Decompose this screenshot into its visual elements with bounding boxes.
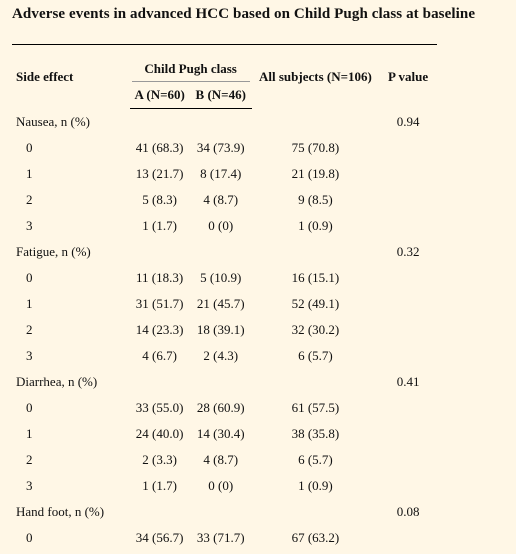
class-a-value: 1 (1.7) xyxy=(142,478,177,493)
class-b-value: 21 (45.7) xyxy=(196,296,245,311)
side-effect-header: Side effect xyxy=(16,68,74,84)
all-subjects-value: 67 (63.2) xyxy=(291,530,340,545)
table-row: 2 14 (23.3) 18 (39.1) 32 (30.2) xyxy=(12,317,437,343)
class-b-value: 4 (8.7) xyxy=(203,452,239,467)
class-b-value: 5 (10.9) xyxy=(200,270,242,285)
table-row: 3 1 (1.7) 0 (0) 1 (0.9) xyxy=(12,213,437,239)
table-row: 0 11 (18.3) 5 (10.9) 16 (15.1) xyxy=(12,265,437,291)
class-a-value: 1 (1.7) xyxy=(142,218,177,233)
all-subjects-value: 21 (19.8) xyxy=(291,166,340,181)
all-subjects-value: 75 (70.8) xyxy=(291,140,340,155)
level-label: 0 xyxy=(26,530,33,545)
all-subjects-value: 38 (35.8) xyxy=(291,426,340,441)
table-row: 0 33 (55.0) 28 (60.9) 61 (57.5) xyxy=(12,395,437,421)
all-subjects-value: 6 (5.7) xyxy=(298,452,333,467)
p-value-header: P value xyxy=(388,68,429,84)
group-row: Nausea, n (%) 0.94 xyxy=(12,109,437,136)
group-label: Fatigue, n (%) xyxy=(16,244,91,259)
class-b-value: 0 (0) xyxy=(208,478,234,493)
table-row: 1 13 (21.7) 8 (17.4) 21 (19.8) xyxy=(12,161,437,187)
p-value: 0.08 xyxy=(396,504,420,519)
level-label: 3 xyxy=(26,348,33,363)
class-a-header: A (N=60) xyxy=(129,82,190,109)
class-a-value: 33 (55.0) xyxy=(135,400,184,415)
p-value: 0.94 xyxy=(396,113,420,129)
group-row: Diarrhea, n (%) 0.41 xyxy=(12,369,437,395)
group-row: Hand foot, n (%) 0.08 xyxy=(12,499,437,525)
all-subjects-value: 6 (5.7) xyxy=(298,348,333,363)
class-a-value: 13 (21.7) xyxy=(135,166,184,181)
table-title: Adverse events in advanced HCC based on … xyxy=(12,6,476,22)
class-b-value: 2 (4.3) xyxy=(203,348,239,363)
table-row: 1 31 (51.7) 21 (45.7) 52 (49.1) xyxy=(12,291,437,317)
p-value: 0.41 xyxy=(396,374,420,389)
level-label: 0 xyxy=(26,400,33,415)
p-value: 0.32 xyxy=(396,244,420,259)
class-a-value: 11 (18.3) xyxy=(136,270,184,285)
table-row: 2 5 (8.3) 4 (8.7) 9 (8.5) xyxy=(12,187,437,213)
adverse-events-table: Side effect Child Pugh class All subject… xyxy=(12,44,437,551)
level-label: 2 xyxy=(26,452,33,467)
class-a-value: 34 (56.7) xyxy=(135,530,184,545)
group-row: Fatigue, n (%) 0.32 xyxy=(12,239,437,265)
child-pugh-header: Child Pugh class xyxy=(144,61,237,76)
class-a-value: 4 (6.7) xyxy=(142,348,177,363)
table-row: 0 41 (68.3) 34 (73.9) 75 (70.8) xyxy=(12,135,437,161)
class-a-value: 31 (51.7) xyxy=(135,296,184,311)
all-subjects-value: 32 (30.2) xyxy=(291,322,340,337)
table-row: 1 24 (40.0) 14 (30.4) 38 (35.8) xyxy=(12,421,437,447)
class-b-header: B (N=46) xyxy=(189,82,252,109)
child-pugh-divider xyxy=(131,81,250,82)
class-b-value: 28 (60.9) xyxy=(196,400,245,415)
level-label: 1 xyxy=(26,296,33,311)
group-label: Diarrhea, n (%) xyxy=(16,374,98,389)
class-b-value: 33 (71.7) xyxy=(196,530,245,545)
level-label: 3 xyxy=(26,478,33,493)
all-subjects-header: All subjects (N=106) xyxy=(258,68,372,84)
class-b-value: 8 (17.4) xyxy=(200,166,242,181)
level-label: 2 xyxy=(26,322,33,337)
class-a-value: 14 (23.3) xyxy=(135,322,184,337)
all-subjects-value: 1 (0.9) xyxy=(298,218,333,233)
class-b-value: 34 (73.9) xyxy=(196,140,245,155)
class-b-value: 14 (30.4) xyxy=(196,426,245,441)
all-subjects-value: 16 (15.1) xyxy=(291,270,340,285)
class-b-value: 0 (0) xyxy=(208,218,234,233)
class-b-value: 4 (8.7) xyxy=(203,192,239,207)
class-a-value: 5 (8.3) xyxy=(142,192,177,207)
level-label: 0 xyxy=(26,140,33,155)
class-a-value: 2 (3.3) xyxy=(142,452,177,467)
level-label: 2 xyxy=(26,192,33,207)
table-row: 2 2 (3.3) 4 (8.7) 6 (5.7) xyxy=(12,447,437,473)
class-a-value: 24 (40.0) xyxy=(135,426,184,441)
all-subjects-value: 52 (49.1) xyxy=(291,296,340,311)
group-label: Nausea, n (%) xyxy=(16,113,90,129)
level-label: 0 xyxy=(26,270,33,285)
table-row: 3 4 (6.7) 2 (4.3) 6 (5.7) xyxy=(12,343,437,369)
table-body: Nausea, n (%) 0.94 0 41 (68.3) 34 (73.9) 75 (… xyxy=(12,109,437,552)
all-subjects-value: 61 (57.5) xyxy=(291,400,340,415)
group-label: Hand foot, n (%) xyxy=(16,504,105,519)
level-label: 3 xyxy=(26,218,33,233)
table-row: 0 34 (56.7) 33 (71.7) 67 (63.2) xyxy=(12,525,437,551)
all-subjects-value: 1 (0.9) xyxy=(298,478,333,493)
all-subjects-value: 9 (8.5) xyxy=(298,192,333,207)
level-label: 1 xyxy=(26,166,33,181)
level-label: 1 xyxy=(26,426,33,441)
class-a-value: 41 (68.3) xyxy=(135,140,184,155)
class-b-value: 18 (39.1) xyxy=(196,322,245,337)
table-row: 3 1 (1.7) 0 (0) 1 (0.9) xyxy=(12,473,437,499)
